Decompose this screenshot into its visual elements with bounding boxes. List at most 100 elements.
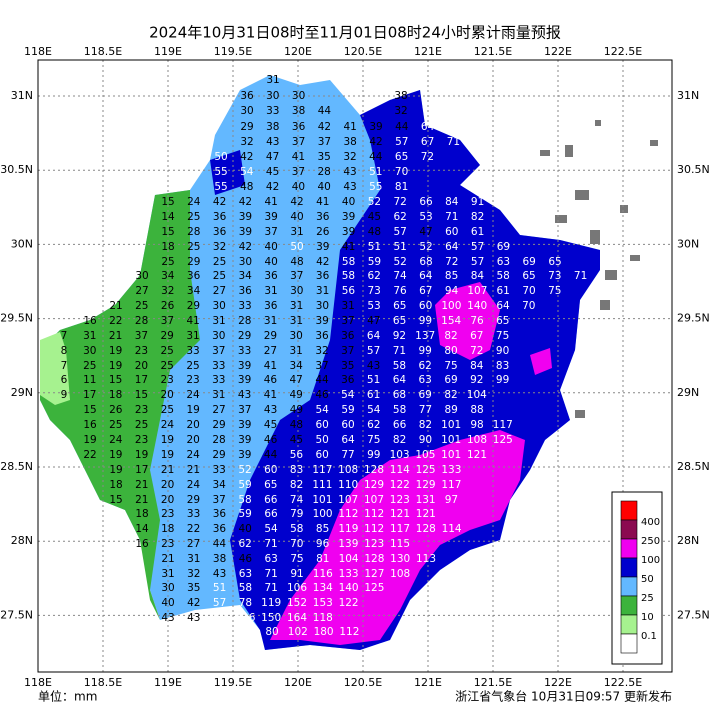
station-value: 125	[416, 464, 436, 476]
station-value: 71	[264, 538, 277, 550]
station-value: 131	[416, 494, 436, 506]
station-value: 11	[83, 374, 96, 386]
station-value: 58	[497, 270, 510, 282]
station-value: 39	[239, 226, 252, 238]
station-value: 44	[264, 449, 278, 461]
station-value: 30	[83, 345, 96, 357]
station-value: 40	[239, 523, 252, 535]
station-value: 31	[83, 330, 96, 342]
station-value: 23	[186, 374, 199, 386]
station-value: 72	[445, 256, 458, 268]
station-value: 69	[497, 241, 510, 253]
station-value: 52	[419, 241, 432, 253]
station-value: 35	[341, 360, 354, 372]
station-value: 102	[288, 626, 308, 638]
station-value: 121	[467, 449, 487, 461]
station-value: 82	[444, 389, 457, 401]
station-value: 54	[264, 523, 278, 535]
station-value: 8	[61, 345, 68, 357]
station-value: 32	[240, 136, 253, 148]
station-value: 19	[109, 345, 122, 357]
station-value: 115	[390, 538, 410, 550]
legend-label: 0.1	[641, 631, 657, 642]
lon-label: 121E	[414, 45, 442, 58]
station-value: 64	[341, 434, 355, 446]
station-value: 69	[419, 389, 432, 401]
station-value: 78	[239, 597, 252, 609]
station-value: 57	[471, 256, 484, 268]
station-value: 85	[445, 270, 458, 282]
station-value: 119	[261, 597, 281, 609]
station-value: 37	[238, 404, 251, 416]
lon-label: 122E	[544, 45, 572, 58]
station-value: 77	[341, 449, 354, 461]
lon-label: 119.5E	[214, 45, 252, 58]
station-value: 41	[264, 389, 277, 401]
station-value: 23	[161, 508, 174, 520]
station-value: 50	[214, 151, 227, 163]
station-value: 39	[238, 434, 251, 446]
station-value: 68	[419, 256, 432, 268]
station-value: 116	[235, 612, 255, 624]
station-value: 60	[264, 464, 277, 476]
station-value: 76	[393, 285, 407, 297]
station-value: 106	[287, 582, 307, 594]
station-value: 73	[368, 285, 381, 297]
station-value: 43	[343, 166, 356, 178]
lat-label: 29.5N	[677, 312, 710, 325]
legend-label: 10	[641, 612, 654, 623]
station-value: 89	[445, 404, 458, 416]
station-value: 37	[315, 360, 328, 372]
station-value: 123	[364, 538, 384, 550]
station-value: 21	[187, 464, 200, 476]
station-value: 64	[421, 121, 435, 133]
station-value: 164	[287, 612, 307, 624]
station-value: 51	[394, 241, 407, 253]
station-value: 18	[161, 523, 174, 535]
station-value: 16	[83, 315, 97, 327]
station-value: 67	[421, 136, 434, 148]
station-value: 180	[314, 626, 334, 638]
station-value: 28	[238, 315, 251, 327]
station-value: 57	[394, 226, 407, 238]
lon-label: 121.5E	[474, 676, 512, 689]
station-value: 129	[364, 479, 384, 491]
station-value: 130	[390, 553, 410, 565]
station-value: 38	[344, 136, 357, 148]
station-value: 34	[290, 360, 304, 372]
station-value: 53	[419, 211, 432, 223]
station-value: 57	[471, 241, 484, 253]
station-value: 112	[338, 508, 358, 520]
station-value: 37	[213, 494, 226, 506]
station-value: 69	[523, 256, 536, 268]
station-value: 33	[186, 345, 199, 357]
station-value: 101	[312, 494, 332, 506]
station-value: 37	[292, 136, 305, 148]
station-value: 29	[187, 300, 200, 312]
station-value: 42	[318, 121, 331, 133]
station-value: 42	[266, 181, 279, 193]
station-value: 38	[213, 553, 226, 565]
station-value: 36	[213, 508, 227, 520]
station-value: 25	[161, 360, 174, 372]
station-value: 54	[367, 404, 381, 416]
station-value: 32	[187, 568, 200, 580]
station-value: 29	[212, 419, 225, 431]
station-value: 58	[342, 256, 355, 268]
station-value: 71	[265, 568, 278, 580]
station-value: 58	[342, 270, 355, 282]
station-value: 30	[240, 105, 253, 117]
station-value: 14	[161, 211, 175, 223]
station-value: 40	[318, 181, 331, 193]
station-value: 58	[393, 360, 406, 372]
station-value: 36	[316, 211, 330, 223]
station-value: 112	[339, 626, 359, 638]
station-value: 25	[109, 419, 122, 431]
station-value: 29	[187, 256, 200, 268]
station-value: 69	[444, 374, 457, 386]
station-value: 60	[419, 300, 432, 312]
station-value: 19	[187, 404, 200, 416]
station-value: 37	[265, 226, 278, 238]
station-value: 25	[187, 211, 200, 223]
station-value: 64	[445, 241, 459, 253]
